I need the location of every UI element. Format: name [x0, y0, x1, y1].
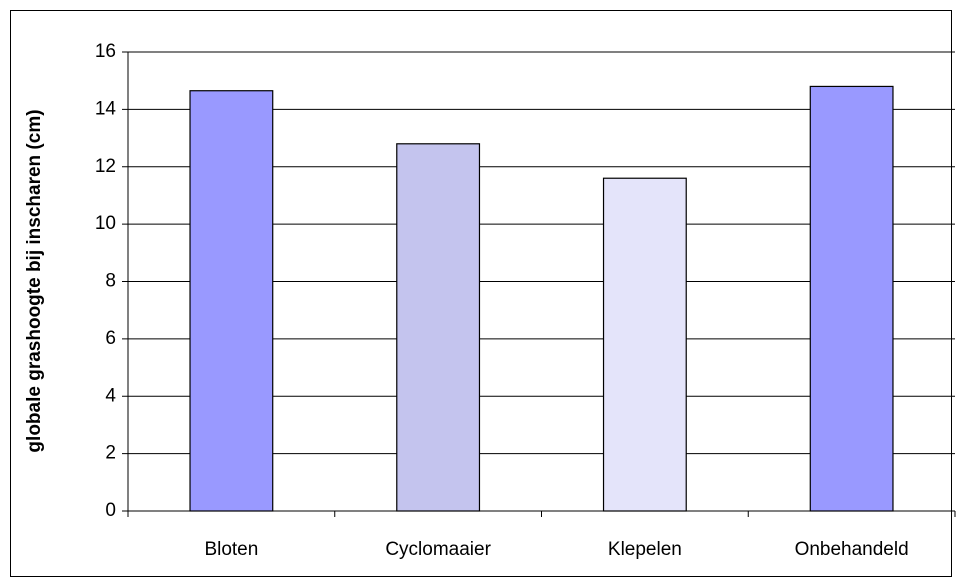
y-tick-label: 14: [95, 98, 117, 119]
y-tick-label: 12: [95, 156, 116, 177]
chart-frame: [10, 10, 952, 577]
y-tick-label: 0: [105, 500, 116, 521]
y-tick-label: 4: [105, 385, 116, 406]
y-tick-label: 8: [105, 271, 116, 292]
bar: [189, 90, 274, 512]
y-tick-label: 2: [105, 443, 116, 464]
y-axis-label: globale grashoogte bij inscharen (cm): [24, 109, 45, 452]
bar: [809, 85, 894, 512]
x-tick-label: Onbehandeld: [795, 539, 909, 560]
y-tick-label: 10: [95, 213, 116, 234]
y-tick-label: 16: [95, 41, 116, 62]
x-tick-label: Klepelen: [608, 539, 682, 560]
x-tick-label: Cyclomaaier: [385, 539, 491, 560]
y-tick-label: 6: [105, 328, 116, 349]
bar: [396, 143, 481, 512]
bar: [602, 177, 687, 512]
x-tick-label: Bloten: [204, 539, 258, 560]
